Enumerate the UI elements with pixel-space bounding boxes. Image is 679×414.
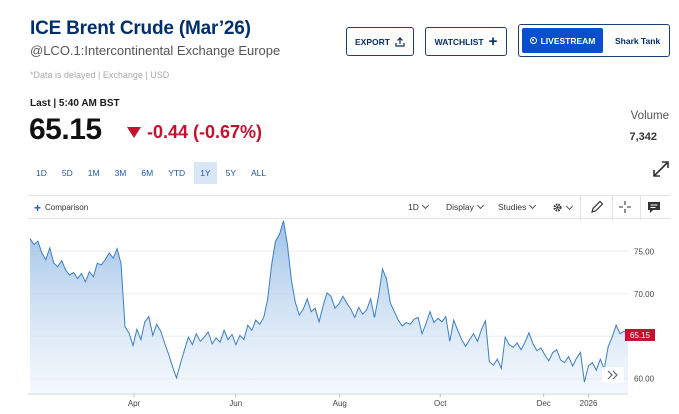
- x-tick-label: Jun: [229, 399, 242, 408]
- range-1m[interactable]: 1M: [87, 168, 100, 178]
- volume-value: 7,342: [629, 131, 657, 143]
- scroll-forward-button[interactable]: [602, 367, 624, 383]
- watchlist-label: WATCHLIST: [434, 36, 484, 47]
- pencil-icon[interactable]: [589, 199, 605, 215]
- last-price-tag-label: 65.15: [630, 331, 651, 340]
- livestream-show-name[interactable]: Shark Tank: [615, 35, 661, 46]
- livestream-button[interactable]: LIVESTREAM: [522, 28, 603, 53]
- range-all[interactable]: ALL: [251, 168, 267, 178]
- price-change-value: -0.44 (-0.67%): [147, 122, 263, 142]
- page-title: ICE Brent Crude (Mar’26): [30, 18, 251, 39]
- comparison-label: Comparison: [45, 203, 89, 212]
- toolbar-divider: [580, 196, 581, 220]
- range-ytd[interactable]: YTD: [168, 168, 186, 178]
- livestream-label: LIVESTREAM: [540, 35, 596, 46]
- comment-icon[interactable]: [646, 199, 662, 215]
- data-delay-note: *Data is delayed | Exchange | USD: [30, 70, 170, 80]
- interval-label: 1D: [408, 202, 419, 212]
- plus-icon: +: [34, 200, 42, 215]
- expand-icon[interactable]: [652, 160, 670, 178]
- x-tick-label: Dec: [537, 399, 551, 408]
- chevron-down-icon: [476, 201, 484, 210]
- x-tick-label: Apr: [128, 399, 141, 408]
- y-tick-label: 75.00: [634, 247, 655, 256]
- export-label: EXPORT: [355, 36, 390, 47]
- exchange-subtitle: @LCO.1:Intercontinental Exchange Europe: [30, 43, 281, 58]
- studies-label: Studies: [498, 202, 527, 212]
- price-change: -0.44 (-0.67%): [127, 122, 262, 143]
- chart-toolbar: + Comparison 1D Display Studies: [28, 195, 670, 220]
- export-button[interactable]: EXPORT: [346, 27, 414, 56]
- price-line: [29, 220, 629, 383]
- y-tick-label: 60.00: [634, 375, 655, 384]
- x-tick-label: Oct: [434, 399, 447, 408]
- live-icon: [529, 37, 537, 44]
- share-icon: [395, 36, 405, 47]
- range-1d[interactable]: 1D: [36, 168, 47, 178]
- watchlist-button[interactable]: WATCHLIST +: [425, 27, 507, 56]
- livestream-widget: LIVESTREAM Shark Tank: [518, 24, 670, 57]
- chevron-down-icon: [529, 201, 537, 210]
- range-5d[interactable]: 5D: [61, 168, 73, 178]
- toolbar-divider: [612, 196, 613, 220]
- chevron-down-icon: [421, 201, 429, 210]
- time-range-selector: 1D 5D 1M 3M 6M YTD 1Y 5Y ALL: [30, 162, 275, 184]
- volume-label: Volume: [630, 110, 669, 122]
- x-tick-label: 2026: [580, 399, 598, 408]
- plus-icon: +: [488, 33, 498, 50]
- price-area: [30, 220, 628, 394]
- crosshair-icon[interactable]: [617, 199, 633, 215]
- chevron-down-icon: [565, 202, 574, 210]
- double-chevron-right-icon: [607, 370, 618, 380]
- y-tick-label: 70.00: [634, 290, 655, 299]
- toolbar-divider: [640, 196, 641, 220]
- last-trade-time: Last | 5:40 AM BST: [30, 98, 120, 109]
- interval-dropdown[interactable]: 1D: [408, 201, 429, 212]
- range-5y[interactable]: 5Y: [225, 168, 236, 178]
- range-6m[interactable]: 6M: [141, 168, 154, 178]
- gear-icon: [553, 203, 562, 212]
- down-arrow-icon: [127, 127, 141, 138]
- comparison-button[interactable]: + Comparison: [34, 200, 89, 215]
- settings-dropdown[interactable]: [552, 202, 574, 213]
- studies-dropdown[interactable]: Studies: [498, 201, 537, 212]
- range-1y[interactable]: 1Y: [194, 162, 217, 184]
- x-tick-label: Aug: [333, 399, 347, 408]
- range-3m[interactable]: 3M: [114, 168, 127, 178]
- last-price-tag: [625, 328, 655, 341]
- display-label: Display: [446, 202, 474, 212]
- display-dropdown[interactable]: Display: [446, 201, 484, 212]
- last-price: 65.15: [29, 113, 102, 146]
